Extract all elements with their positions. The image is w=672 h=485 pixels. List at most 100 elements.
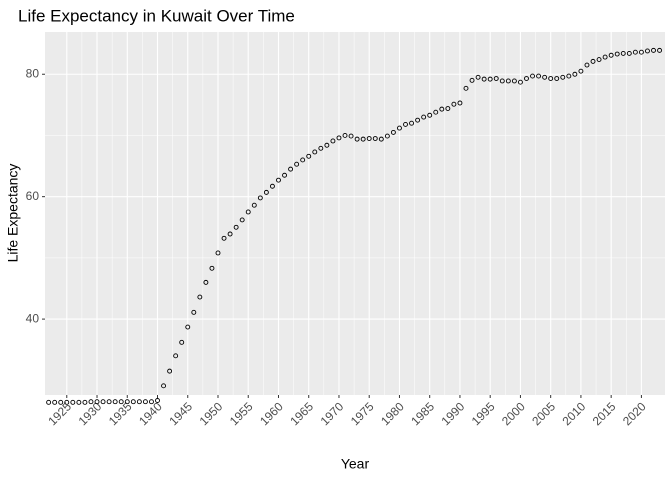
point xyxy=(306,153,312,159)
point xyxy=(100,399,106,405)
point xyxy=(191,309,197,315)
point xyxy=(360,136,366,142)
point xyxy=(161,383,167,389)
point xyxy=(626,50,632,56)
point xyxy=(251,202,257,208)
point xyxy=(294,161,300,167)
x-tick-label: 2005 xyxy=(529,399,558,428)
point xyxy=(276,177,281,183)
x-tick-label: 1975 xyxy=(348,399,377,428)
point xyxy=(560,74,566,80)
point xyxy=(130,399,136,405)
point xyxy=(112,399,118,405)
point xyxy=(106,399,112,405)
point xyxy=(596,57,602,62)
point xyxy=(64,399,70,405)
point xyxy=(439,106,445,112)
point xyxy=(638,49,644,55)
x-tick-label: 1965 xyxy=(287,399,316,428)
point xyxy=(632,49,638,55)
point xyxy=(167,368,173,374)
point xyxy=(76,399,82,405)
point xyxy=(46,399,52,405)
point xyxy=(179,339,185,345)
point xyxy=(451,101,457,107)
point xyxy=(312,149,318,155)
point xyxy=(136,399,142,405)
point xyxy=(542,74,548,80)
point xyxy=(233,224,239,230)
point xyxy=(463,85,469,91)
point xyxy=(354,136,360,142)
point xyxy=(554,76,560,81)
point xyxy=(82,399,88,405)
point xyxy=(88,399,94,405)
point xyxy=(651,47,656,53)
point xyxy=(590,58,596,64)
point xyxy=(94,399,100,405)
point xyxy=(336,135,342,141)
point xyxy=(433,109,439,115)
x-tick-label: 2000 xyxy=(499,399,528,428)
point xyxy=(52,399,58,405)
x-tick-label: 2010 xyxy=(560,399,589,428)
point xyxy=(300,157,306,163)
point xyxy=(70,399,76,405)
chart-title: Life Expectancy in Kuwait Over Time xyxy=(18,6,295,25)
point xyxy=(330,138,336,144)
point xyxy=(288,166,294,172)
point xyxy=(348,133,354,139)
point xyxy=(602,54,608,60)
x-tick-label: 1995 xyxy=(469,399,498,428)
point xyxy=(185,324,191,330)
point xyxy=(457,100,463,106)
point xyxy=(572,71,578,77)
point xyxy=(566,73,572,79)
y-axis-label: Life Expectancy xyxy=(5,164,21,263)
point xyxy=(403,121,408,127)
x-tick-label: 1950 xyxy=(197,399,226,428)
point xyxy=(263,189,269,195)
point xyxy=(155,398,160,403)
x-tick-label: 1980 xyxy=(378,399,407,428)
point xyxy=(221,235,227,241)
x-tick-label: 2020 xyxy=(620,399,649,428)
point xyxy=(481,76,487,82)
y-tick-label: 60 xyxy=(26,189,40,203)
point xyxy=(397,125,402,131)
x-tick-label: 1990 xyxy=(439,399,468,428)
point xyxy=(511,78,517,84)
point xyxy=(58,399,64,405)
point xyxy=(390,129,396,135)
point xyxy=(620,50,626,56)
point xyxy=(578,68,584,74)
point xyxy=(415,117,421,123)
point xyxy=(530,73,535,79)
point xyxy=(227,231,233,237)
x-tick-label: 2015 xyxy=(590,399,619,428)
point xyxy=(584,62,590,68)
point xyxy=(517,79,523,85)
point xyxy=(269,183,275,189)
point xyxy=(645,48,650,54)
point xyxy=(487,76,493,82)
point xyxy=(257,195,263,201)
point xyxy=(282,172,287,178)
point xyxy=(548,76,554,81)
point xyxy=(378,136,384,142)
point xyxy=(209,265,215,271)
point xyxy=(493,76,499,81)
point xyxy=(614,51,620,57)
point xyxy=(384,133,390,139)
x-axis-label: Year xyxy=(341,456,370,472)
point xyxy=(421,114,427,120)
x-tick-label: 1960 xyxy=(257,399,286,428)
point xyxy=(445,106,451,111)
x-tick-label: 1945 xyxy=(166,399,195,428)
point xyxy=(409,120,415,126)
point xyxy=(197,294,203,300)
point xyxy=(215,250,221,256)
y-tick-label: 80 xyxy=(26,66,40,80)
x-tick-label: 1955 xyxy=(227,399,256,428)
